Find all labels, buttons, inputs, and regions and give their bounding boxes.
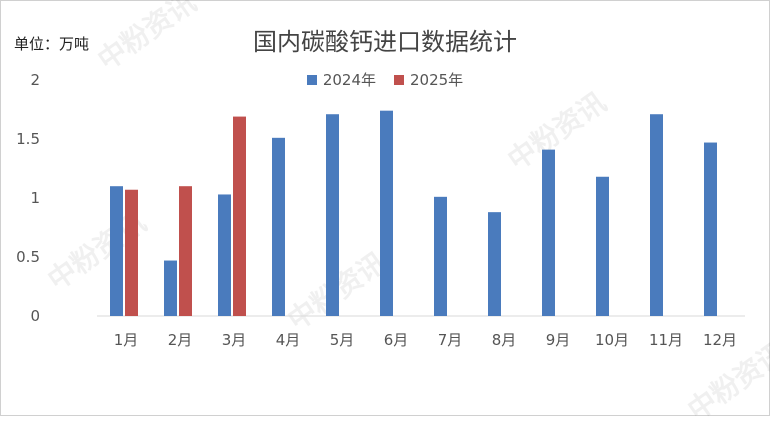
x-tick-label: 9月 bbox=[546, 331, 571, 349]
legend: 2024年 2025年 bbox=[0, 69, 770, 90]
unit-label: 单位：万吨 bbox=[14, 35, 90, 53]
bar-2024年-5月 bbox=[326, 114, 339, 316]
y-tick-label: 1 bbox=[30, 189, 40, 207]
legend-label-2024: 2024年 bbox=[322, 71, 376, 89]
x-tick-label: 11月 bbox=[649, 331, 683, 349]
x-tick-label: 10月 bbox=[595, 331, 629, 349]
bar-2024年-1月 bbox=[110, 186, 123, 316]
bar-2025年-3月 bbox=[233, 116, 246, 316]
y-tick-label: 0 bbox=[30, 307, 40, 325]
x-tick-label: 3月 bbox=[222, 331, 247, 349]
bar-2024年-11月 bbox=[650, 114, 663, 316]
x-tick-label: 1月 bbox=[114, 331, 139, 349]
x-tick-label: 12月 bbox=[703, 331, 737, 349]
x-tick-label: 8月 bbox=[492, 331, 517, 349]
x-tick-label: 4月 bbox=[276, 331, 301, 349]
bar-2024年-12月 bbox=[704, 142, 717, 316]
bar-2024年-8月 bbox=[488, 212, 501, 316]
bar-chart: 0 0.5 1 1.5 2 1月 2月 3月 4月 5月 6月 7月 8月 9月 10月 11月 12月 bbox=[16, 71, 745, 349]
bar-2024年-9月 bbox=[542, 149, 555, 316]
bar-2024年-3月 bbox=[218, 194, 231, 316]
x-tick-label: 6月 bbox=[384, 331, 409, 349]
y-tick-label: 1.5 bbox=[16, 130, 40, 148]
x-tick-label: 7月 bbox=[438, 331, 463, 349]
legend-item-2024: 2024年 bbox=[306, 69, 376, 90]
bar-2024年-6月 bbox=[380, 110, 393, 317]
y-tick-label: 2 bbox=[30, 71, 40, 89]
bar-2024年-7月 bbox=[434, 196, 447, 316]
bar-2024年-2月 bbox=[164, 260, 177, 316]
chart-title: 国内碳酸钙进口数据统计 bbox=[253, 28, 517, 56]
x-tick-label: 5月 bbox=[330, 331, 355, 349]
bar-2024年-4月 bbox=[272, 137, 285, 316]
legend-swatch-2024 bbox=[306, 74, 317, 85]
legend-label-2025: 2025年 bbox=[410, 71, 464, 89]
legend-swatch-2025 bbox=[394, 74, 404, 85]
bar-2025年-1月 bbox=[125, 189, 138, 316]
y-tick-label: 0.5 bbox=[16, 248, 40, 266]
x-tick-label: 2月 bbox=[168, 331, 193, 349]
bar-2025年-2月 bbox=[179, 186, 192, 316]
bar-2024年-10月 bbox=[596, 176, 609, 316]
legend-item-2025: 2025年 bbox=[394, 69, 463, 90]
